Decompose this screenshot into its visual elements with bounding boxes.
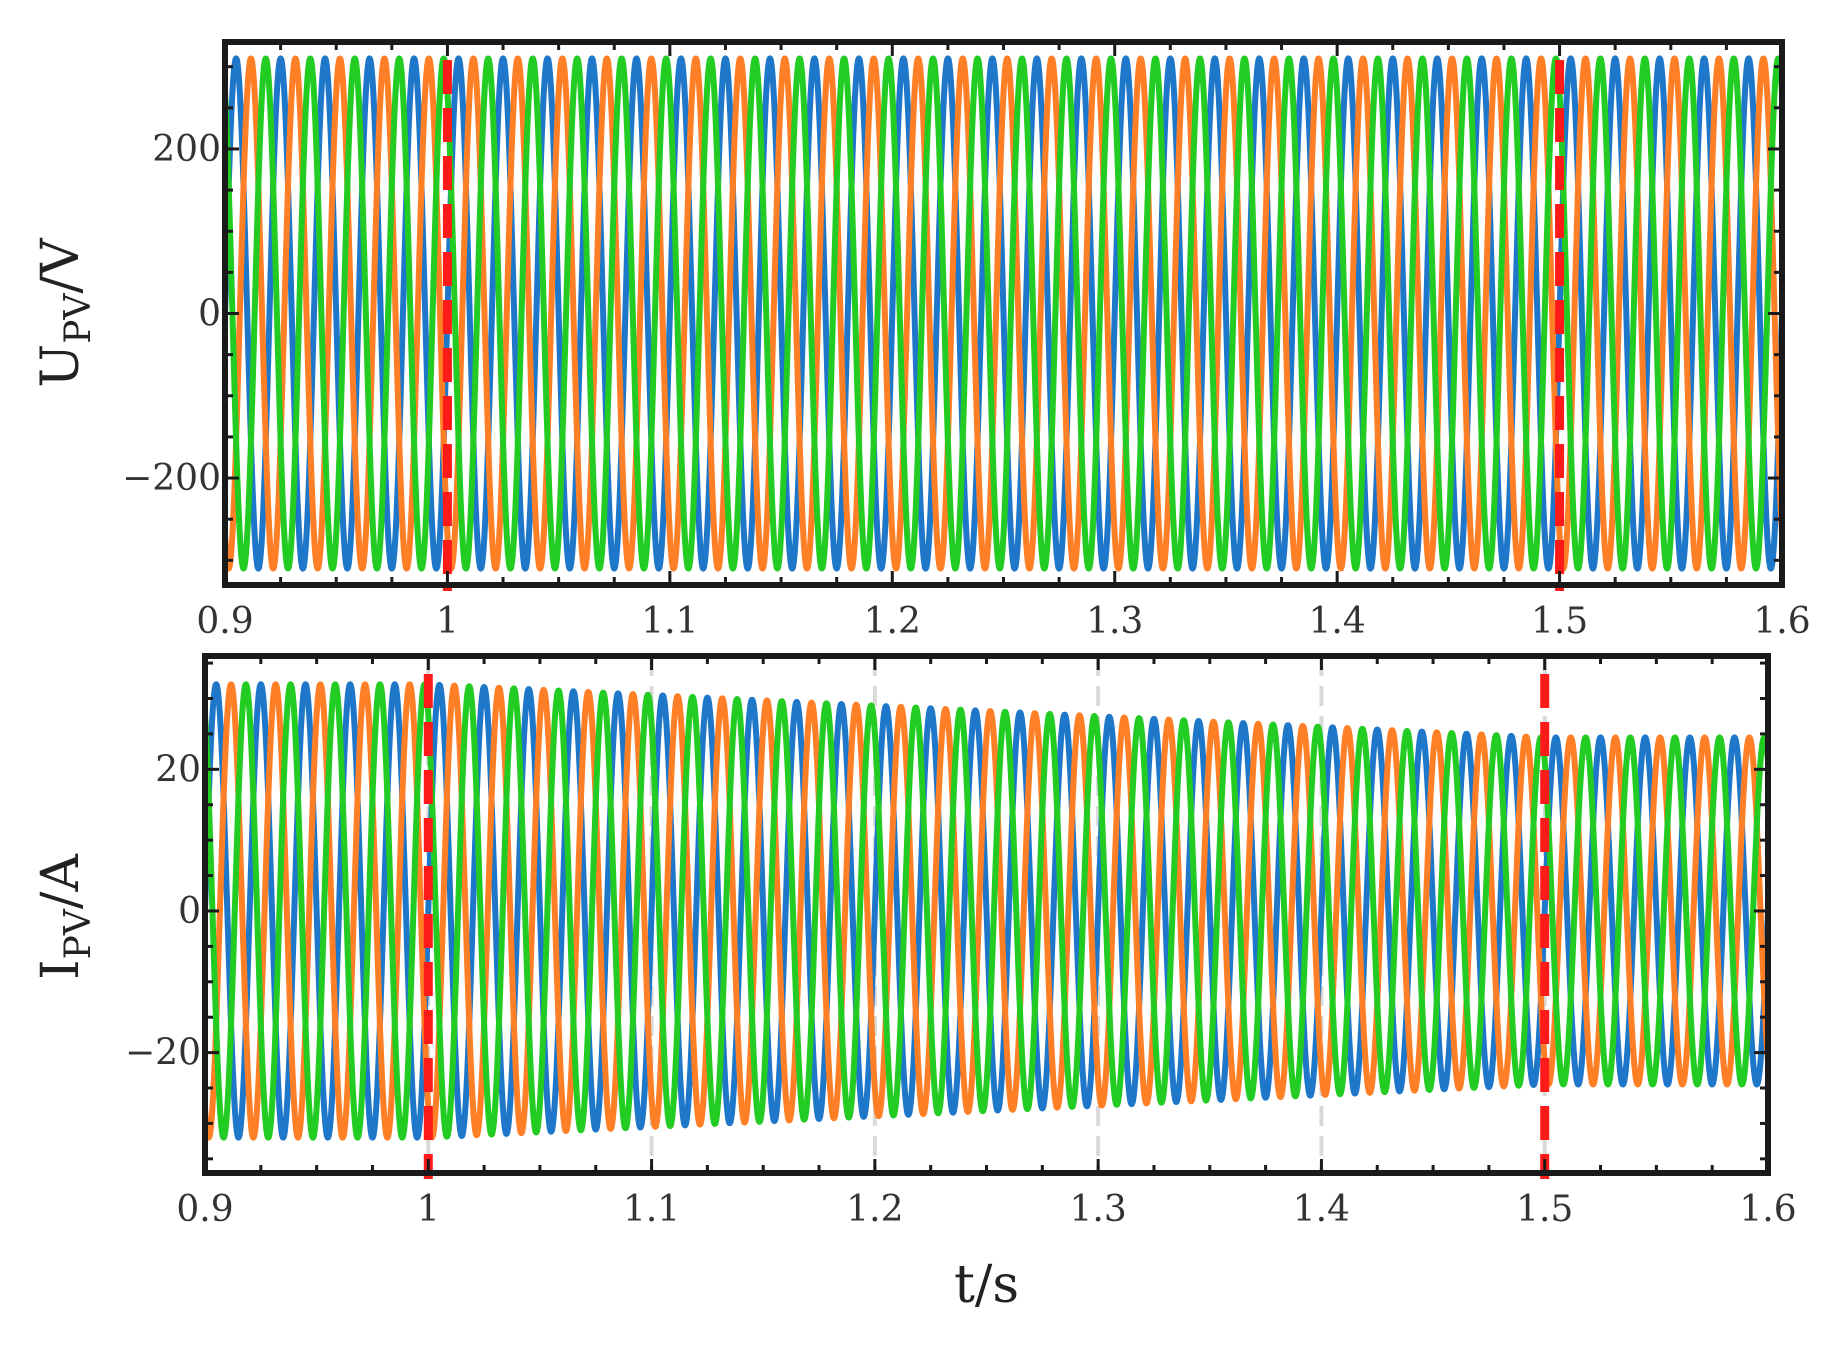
voltage-x-tick-label: 1 <box>436 601 459 642</box>
current-phase-c-trace <box>202 681 1771 1141</box>
voltage-phase-c-trace <box>222 55 1785 572</box>
current-y-axis-label-unit: /A <box>31 853 91 910</box>
voltage-y-tick-label: −200 <box>122 458 221 499</box>
current-y-axis-label-subscript: PV <box>58 908 99 959</box>
current-x-tick-labels: 0.9 1 1.1 1.2 1.3 1.4 1.5 1.6 <box>176 1189 1796 1230</box>
current-traces <box>202 681 1771 1141</box>
voltage-x-tick-label: 1.5 <box>1531 601 1588 642</box>
current-y-tick-labels: −20 0 20 <box>125 749 201 1073</box>
current-ticks <box>203 656 1770 1173</box>
current-x-tick-label: 0.9 <box>176 1189 233 1230</box>
current-x-tick-label: 1.1 <box>623 1189 680 1230</box>
current-x-tick-label: 1.6 <box>1739 1189 1796 1230</box>
current-y-axis-label-main: I <box>31 959 91 980</box>
voltage-x-tick-labels: 0.9 1 1.1 1.2 1.3 1.4 1.5 1.6 <box>196 601 1810 642</box>
current-x-tick-label: 1 <box>417 1189 440 1230</box>
voltage-y-tick-label: 200 <box>152 129 221 170</box>
current-panel: 0.9 1 1.1 1.2 1.3 1.4 1.5 1.6 −20 0 20 IPV/A <box>31 653 1797 1230</box>
voltage-x-tick-label: 1.6 <box>1753 601 1810 642</box>
voltage-y-axis-label-subscript: PV <box>58 293 99 344</box>
current-x-tick-label: 1.4 <box>1293 1189 1350 1230</box>
time-axis-label: t/s <box>954 1255 1019 1315</box>
voltage-x-tick-label: 1.4 <box>1309 601 1366 642</box>
voltage-x-tick-label: 1.2 <box>864 601 921 642</box>
current-x-tick-label: 1.5 <box>1516 1189 1573 1230</box>
voltage-y-axis-label: UPV/V <box>31 237 99 388</box>
current-x-tick-label: 1.2 <box>846 1189 903 1230</box>
voltage-ticks <box>223 42 1784 585</box>
voltage-y-axis-label-main: U <box>31 344 91 388</box>
current-phase-b-trace <box>202 681 1771 1141</box>
voltage-y-tick-labels: −200 0 200 <box>122 129 221 499</box>
voltage-y-axis-label-unit: /V <box>31 237 91 294</box>
voltage-x-tick-label: 1.3 <box>1086 601 1143 642</box>
voltage-panel: 0.9 1 1.1 1.2 1.3 1.4 1.5 1.6 −200 0 200 UPV/V <box>31 39 1811 642</box>
voltage-y-tick-label: 0 <box>198 294 221 335</box>
voltage-x-tick-label: 0.9 <box>196 601 253 642</box>
voltage-x-tick-label: 1.1 <box>641 601 698 642</box>
current-phase-a-trace <box>202 681 1771 1141</box>
current-y-tick-label: −20 <box>125 1033 201 1074</box>
current-y-axis-label: IPV/A <box>31 853 99 980</box>
current-event-markers <box>423 674 1550 1179</box>
current-x-tick-label: 1.3 <box>1070 1189 1127 1230</box>
voltage-traces <box>222 55 1785 572</box>
current-y-tick-label: 0 <box>178 891 201 932</box>
voltage-phase-a-trace <box>222 55 1785 572</box>
voltage-phase-b-trace <box>222 55 1785 572</box>
current-y-tick-label: 20 <box>155 749 201 790</box>
voltage-event-markers <box>442 60 1565 591</box>
